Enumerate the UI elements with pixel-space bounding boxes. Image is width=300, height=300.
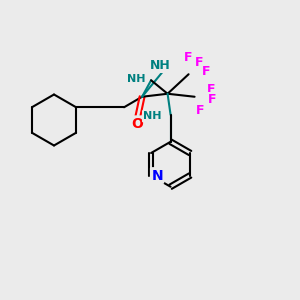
- Text: N: N: [151, 169, 163, 182]
- Text: F: F: [184, 51, 193, 64]
- Text: NH: NH: [143, 111, 162, 121]
- Text: NH: NH: [150, 59, 170, 72]
- Text: F: F: [207, 83, 215, 96]
- Text: NH: NH: [127, 74, 145, 84]
- Text: F: F: [208, 93, 217, 106]
- Text: F: F: [196, 104, 205, 117]
- Text: O: O: [132, 117, 143, 131]
- Text: F: F: [195, 56, 203, 69]
- Text: F: F: [202, 65, 211, 78]
